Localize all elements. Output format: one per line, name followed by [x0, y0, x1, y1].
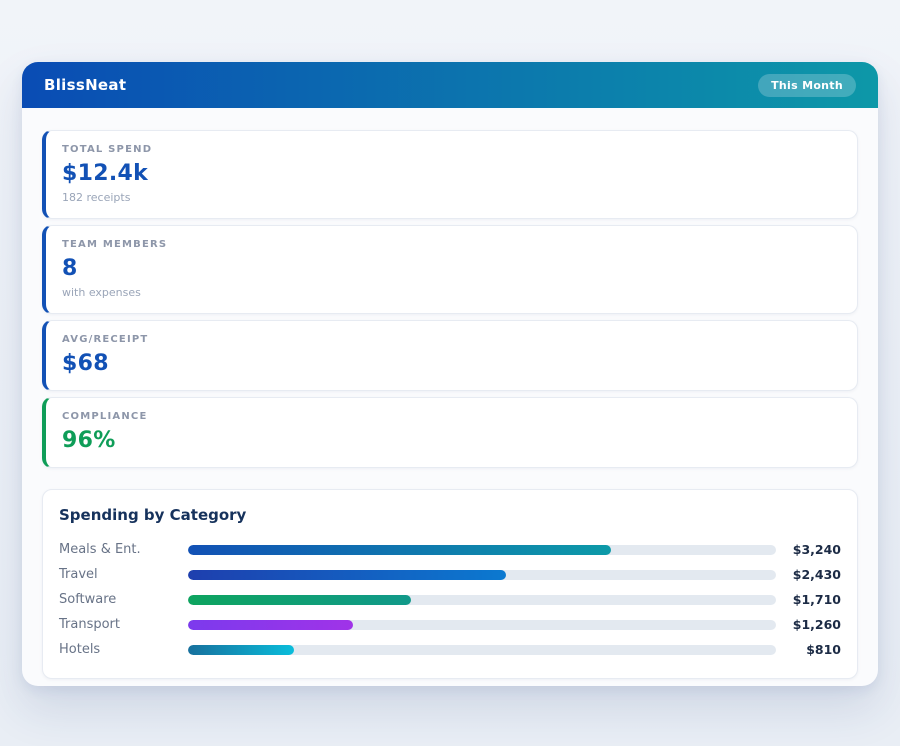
stat-value: $12.4k — [62, 161, 841, 186]
stats-section: TOTAL SPEND $12.4k 182 receipts TEAM MEM… — [42, 130, 858, 468]
period-badge[interactable]: This Month — [758, 74, 856, 97]
bar-value-label: $3,240 — [785, 542, 841, 557]
stat-value: $68 — [62, 351, 841, 376]
bar-track — [188, 570, 776, 580]
chart-rows: Meals & Ent. $3,240 Travel $2,430 Softwa… — [59, 537, 841, 662]
stat-card: AVG/RECEIPT $68 — [42, 320, 858, 391]
chart-row: Hotels $810 — [59, 637, 841, 662]
stat-card: TEAM MEMBERS 8 with expenses — [42, 225, 858, 314]
category-label: Transport — [59, 617, 179, 632]
category-label: Meals & Ent. — [59, 542, 179, 557]
stat-value: 8 — [62, 256, 841, 281]
stat-label: TEAM MEMBERS — [62, 239, 841, 250]
app-title: BlissNeat — [44, 76, 126, 94]
bar-fill — [188, 595, 411, 605]
category-label: Travel — [59, 567, 179, 582]
chart-row: Travel $2,430 — [59, 562, 841, 587]
category-label: Software — [59, 592, 179, 607]
bar-track — [188, 545, 776, 555]
chart-row: Transport $1,260 — [59, 612, 841, 637]
bar-fill — [188, 620, 353, 630]
bar-value-label: $1,710 — [785, 592, 841, 607]
chart-row: Software $1,710 — [59, 587, 841, 612]
stat-label: COMPLIANCE — [62, 411, 841, 422]
stat-subtext: 182 receipts — [62, 191, 841, 204]
bar-fill — [188, 545, 611, 555]
bar-track — [188, 595, 776, 605]
category-label: Hotels — [59, 642, 179, 657]
stat-label: AVG/RECEIPT — [62, 334, 841, 345]
bar-track — [188, 620, 776, 630]
bar-track — [188, 645, 776, 655]
stat-value: 96% — [62, 428, 841, 453]
stat-card: COMPLIANCE 96% — [42, 397, 858, 468]
chart-title: Spending by Category — [59, 506, 841, 524]
dashboard-panel: BlissNeat This Month TOTAL SPEND $12.4k … — [22, 62, 878, 686]
bar-value-label: $2,430 — [785, 567, 841, 582]
stat-card: TOTAL SPEND $12.4k 182 receipts — [42, 130, 858, 219]
panel-content: TOTAL SPEND $12.4k 182 receipts TEAM MEM… — [22, 108, 878, 702]
bar-fill — [188, 570, 506, 580]
stat-label: TOTAL SPEND — [62, 144, 841, 155]
chart-row: Meals & Ent. $3,240 — [59, 537, 841, 562]
stat-subtext: with expenses — [62, 286, 841, 299]
page-background: BlissNeat This Month TOTAL SPEND $12.4k … — [0, 0, 900, 746]
bar-fill — [188, 645, 294, 655]
spending-chart-card: Spending by Category Meals & Ent. $3,240… — [42, 489, 858, 679]
bar-value-label: $810 — [785, 642, 841, 657]
app-header: BlissNeat This Month — [22, 62, 878, 108]
bar-value-label: $1,260 — [785, 617, 841, 632]
